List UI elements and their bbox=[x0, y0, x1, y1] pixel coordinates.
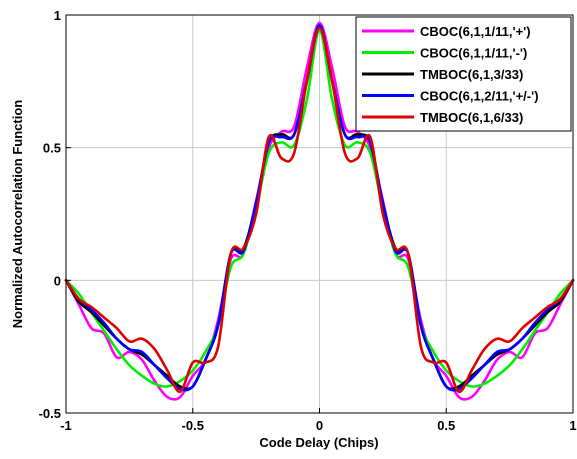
legend-label: CBOC(6,1,2/11,'+/-') bbox=[420, 89, 539, 104]
x-tick-label: 1 bbox=[569, 418, 576, 433]
legend: CBOC(6,1,1/11,'+') CBOC(6,1,1/11,'-') TMBO… bbox=[355, 16, 572, 132]
y-tick-label: 1 bbox=[54, 8, 61, 23]
ticks: -1 -0.5 0 0.5 1-0.500.51 bbox=[39, 8, 577, 433]
y-tick-label: 0 bbox=[54, 273, 61, 288]
y-tick-label: -0.5 bbox=[39, 406, 61, 421]
series-line-5 bbox=[64, 26, 575, 394]
y-tick-label: 0.5 bbox=[43, 141, 61, 156]
x-axis-label: Code Delay (Chips) bbox=[259, 435, 378, 450]
x-tick-label: 0.5 bbox=[437, 418, 455, 433]
x-tick-label: -1 bbox=[60, 418, 72, 433]
series-line-1 bbox=[64, 21, 575, 401]
legend-label: CBOC(6,1,1/11,'+') bbox=[420, 24, 531, 39]
legend-label: TMBOC(6,1,3/33) bbox=[420, 67, 523, 82]
series-layer bbox=[64, 21, 575, 401]
x-tick-label: 0 bbox=[316, 418, 323, 433]
legend-label: CBOC(6,1,1/11,'-') bbox=[420, 46, 527, 61]
series-line-2 bbox=[64, 29, 575, 388]
y-axis-label: Normalized Autocorrelation Function bbox=[10, 100, 25, 329]
series-line-4 bbox=[64, 24, 575, 392]
legend-label: TMBOC(6,1,6/33) bbox=[420, 110, 523, 125]
x-tick-label: -0.5 bbox=[182, 418, 204, 433]
